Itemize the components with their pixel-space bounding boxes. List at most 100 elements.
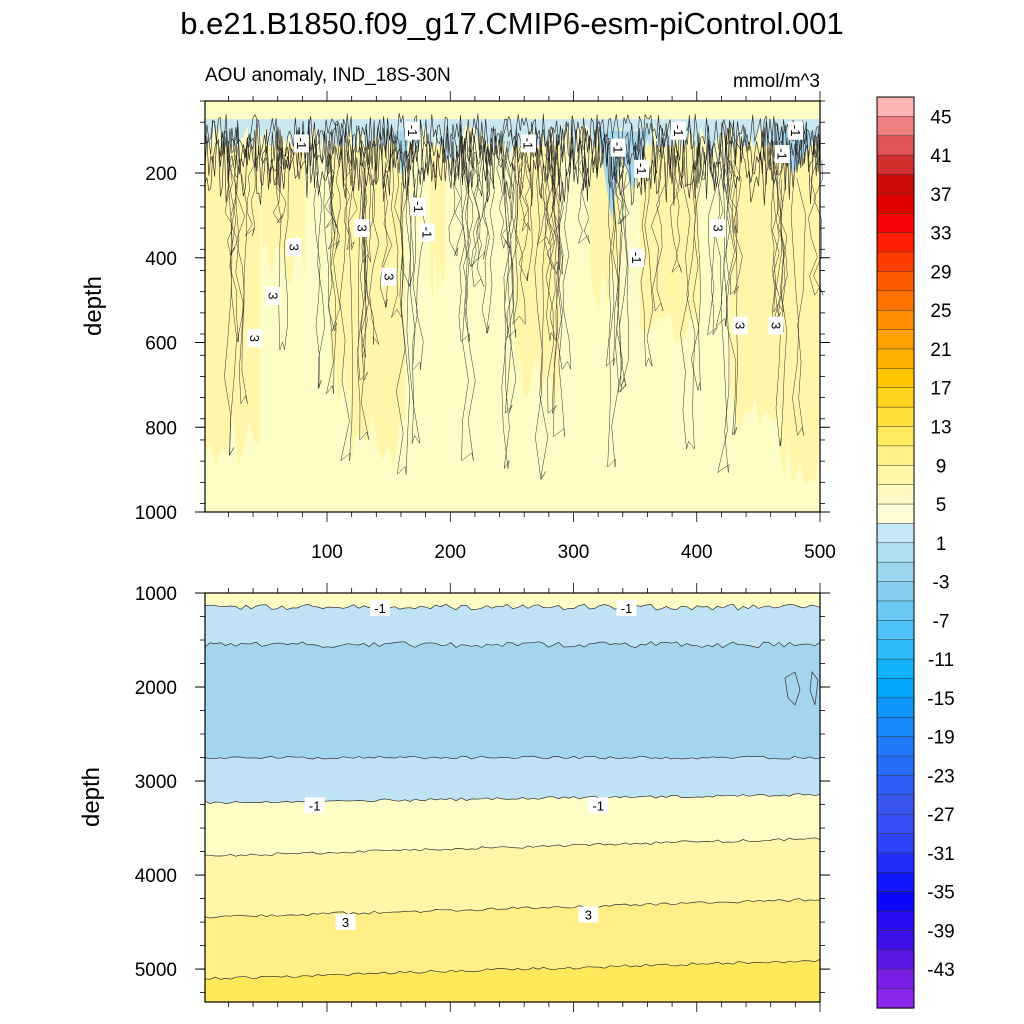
upper-contour-spike [614,140,630,225]
contour-label-box [265,286,281,305]
colorbar-frame [876,96,915,1009]
upper-contour-spike [557,140,572,371]
colorbar-swatch [876,872,915,893]
upper-contour-spike [474,140,489,260]
colorbar-swatch [876,697,915,718]
lower-ytick-label: 2000 [135,678,177,699]
contour-label-box [629,248,645,267]
upper-contour-spike [342,140,358,251]
upper-contour-spike [640,140,654,367]
colorbar-swatch [876,387,915,408]
colorbar-swatch [876,717,915,738]
contour-label-box [578,906,599,923]
colorbar-swatch [876,484,915,505]
upper-contour-label: -1 [610,138,626,157]
lower-contour-label: -1 [616,600,637,616]
lower-panel-contour-labels: -1 -1 -1 -1 3 3 [304,600,637,930]
upper-contour-spike [607,140,619,468]
colorbar: 45 41 37 33 29 25 21 17 13 9 5 1 -3 -7 -11 -15 -19 -23 -27… [876,96,955,1009]
upper-ytick-label: 800 [145,418,177,439]
upper-contour-spike [501,140,515,469]
upper-contour-spike [577,140,590,245]
upper-ylabel: depth [80,276,107,336]
upper-contour-spike [680,140,696,450]
lower-ylabel: depth [78,767,105,827]
colorbar-swatch [876,833,915,854]
upper-contour-spike [518,140,533,282]
contour-label-box [404,121,420,140]
lower-contour-label: 3 [335,914,356,930]
upper-panel-frame [204,100,821,513]
upper-xtick-label: 100 [311,542,343,563]
colorbar-swatch [876,213,915,234]
contour-label-box [610,138,626,157]
upper-contour-label: -1 [788,121,804,140]
colorbar-label: -19 [927,728,954,749]
upper-contour-spike [534,140,549,481]
panel-variable-label: AOU anomaly, IND_18S-30N [205,65,451,86]
lower-contour-label: -1 [588,797,609,814]
colorbar-label: 33 [930,224,951,245]
upper-contour-spike [448,140,464,257]
upper-contour-label: 3 [381,267,397,286]
colorbar-swatch [876,329,915,350]
upper-contour-label: -1 [411,197,426,216]
upper-contour-label: -1 [774,145,790,163]
upper-contour-spike [714,140,730,328]
upper-contour-spike [396,140,411,476]
colorbar-label: -31 [927,844,954,865]
colorbar-label: -23 [927,766,954,787]
contour-label-box [354,219,370,238]
colorbar-swatch [876,968,915,990]
colorbar-swatch [876,600,915,621]
units-label: mmol/m^3 [733,71,820,92]
lower-band-negative [205,756,820,809]
colorbar-swatch [876,813,915,835]
contour-label-text: -1 [420,227,435,239]
colorbar-swatch [876,465,915,486]
upper-positive-column [640,146,700,344]
upper-contour-label: 3 [247,329,263,348]
contour-label-box [370,600,390,616]
colorbar-swatch [876,542,915,563]
colorbar-label: -43 [927,960,954,981]
lower-contour-line [204,641,821,649]
upper-contour-spike [412,140,426,371]
upper-contour-line [204,130,821,206]
colorbar-label: -27 [927,805,954,826]
colorbar-swatch [876,290,915,311]
colorbar-swatch [876,620,915,641]
lower-contour-line [204,837,821,857]
colorbar-label: 29 [930,262,951,283]
colorbar-swatch [876,561,915,583]
contour-label-text: 3 [768,322,783,329]
upper-contour-spike [234,140,248,405]
contour-label-box [335,914,356,930]
contour-label-text: -1 [294,138,309,150]
upper-panel-contour-lines [204,113,824,481]
colorbar-swatch [876,910,915,932]
colorbar-label: 13 [930,418,951,439]
upper-contour-spike [503,140,518,414]
upper-xtick-label: 300 [558,542,590,563]
upper-contour-spike [670,140,685,273]
contour-label-text: 3 [711,224,726,231]
contour-label-box [304,797,325,814]
lower-panel: 1000 2000 3000 4000 5000 -1 -1 -1 -1 3 3 depth [78,583,830,1012]
contour-label-text: 3 [342,915,349,930]
lower-panel-bands [204,593,821,1002]
contour-label-text: -1 [671,125,686,137]
colorbar-swatch [876,445,915,466]
upper-contour-spike [505,140,517,339]
contour-label-text: -1 [411,201,426,213]
upper-contour-label: 3 [265,286,281,305]
colorbar-swatch [876,271,915,292]
colorbar-swatch [876,96,915,118]
colorbar-label: 17 [930,379,951,400]
colorbar-swatch [876,658,915,680]
upper-ytick-label: 400 [145,249,177,270]
colorbar-label: 5 [936,495,947,516]
lower-contour-line [204,958,821,980]
